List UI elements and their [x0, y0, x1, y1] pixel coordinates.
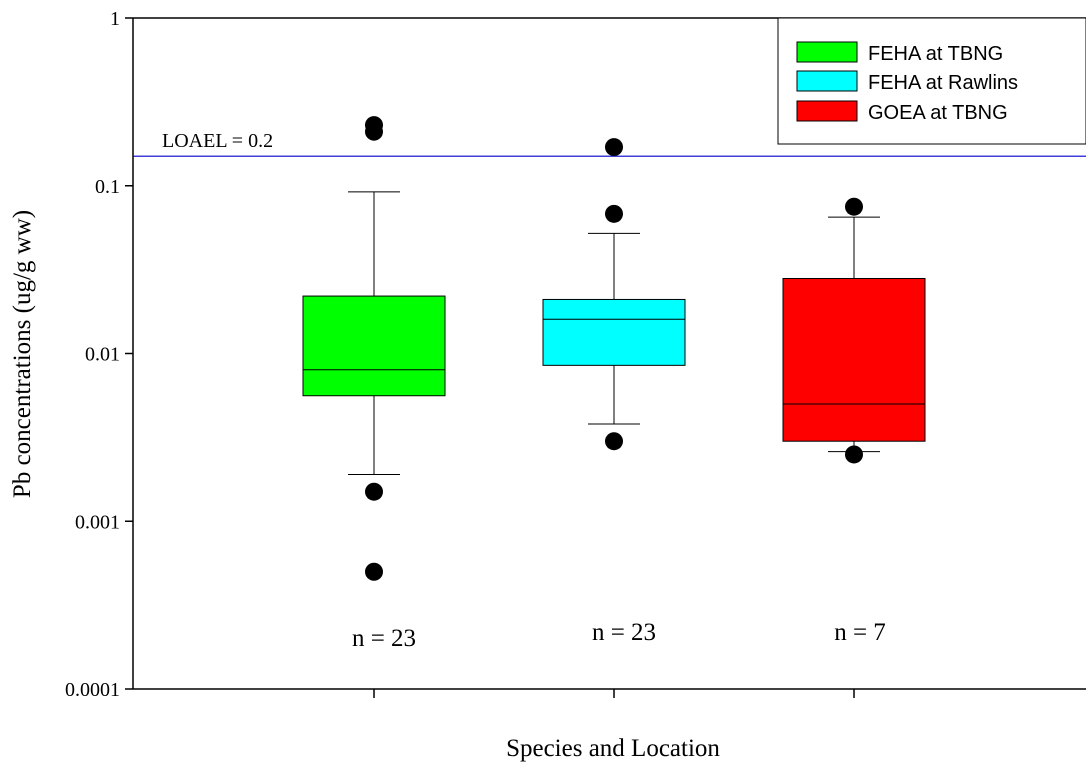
reference-line-group: LOAEL = 0.2: [133, 130, 1086, 157]
y-tick-label: 1: [110, 8, 120, 30]
legend-swatch-goea-tbng: [796, 100, 858, 122]
y-axis-title: Pb concentrations (ug/g ww): [9, 210, 36, 498]
outlier-point: [605, 204, 623, 223]
y-axis-ticks: 1 0.1 0.01 0.001 0.0001: [65, 8, 133, 701]
y-tick-label: 0.01: [85, 344, 120, 366]
sample-size-label: n = 7: [834, 619, 886, 646]
x-axis-ticks: [373, 689, 855, 698]
legend-label-goea-tbng: GOEA at TBNG: [868, 102, 1008, 124]
outlier-point: [365, 116, 383, 135]
legend: FEHA at TBNG FEHA at Rawlins GOEA at TBN…: [777, 17, 1086, 145]
iqr-box: [782, 277, 926, 442]
box-3: n = 7: [782, 197, 926, 646]
outlier-point: [605, 138, 623, 157]
sample-size-label: n = 23: [352, 625, 416, 652]
outlier-point: [605, 432, 623, 451]
iqr-box: [542, 298, 686, 366]
outlier-point: [365, 482, 383, 501]
sample-size-label: n = 23: [592, 619, 656, 646]
legend-swatch-feha-rawlins: [796, 70, 858, 92]
x-axis-title: Species and Location: [506, 735, 720, 762]
iqr-box: [302, 295, 446, 397]
box-2: n = 23: [542, 138, 686, 646]
box-series-group: n = 23 n = 23 n = 7: [302, 116, 926, 652]
outlier-point: [845, 445, 863, 464]
outlier-point: [845, 197, 863, 216]
legend-label-feha-rawlins: FEHA at Rawlins: [868, 72, 1018, 94]
legend-label-feha-tbng: FEHA at TBNG: [868, 43, 1003, 65]
y-tick-label: 0.1: [95, 176, 120, 198]
loael-label: LOAEL = 0.2: [162, 130, 273, 152]
y-tick-label: 0.001: [75, 511, 120, 533]
y-tick-label: 0.0001: [65, 679, 120, 701]
legend-swatch-feha-tbng: [796, 41, 858, 63]
outlier-point: [365, 562, 383, 581]
box-1: n = 23: [302, 116, 446, 652]
